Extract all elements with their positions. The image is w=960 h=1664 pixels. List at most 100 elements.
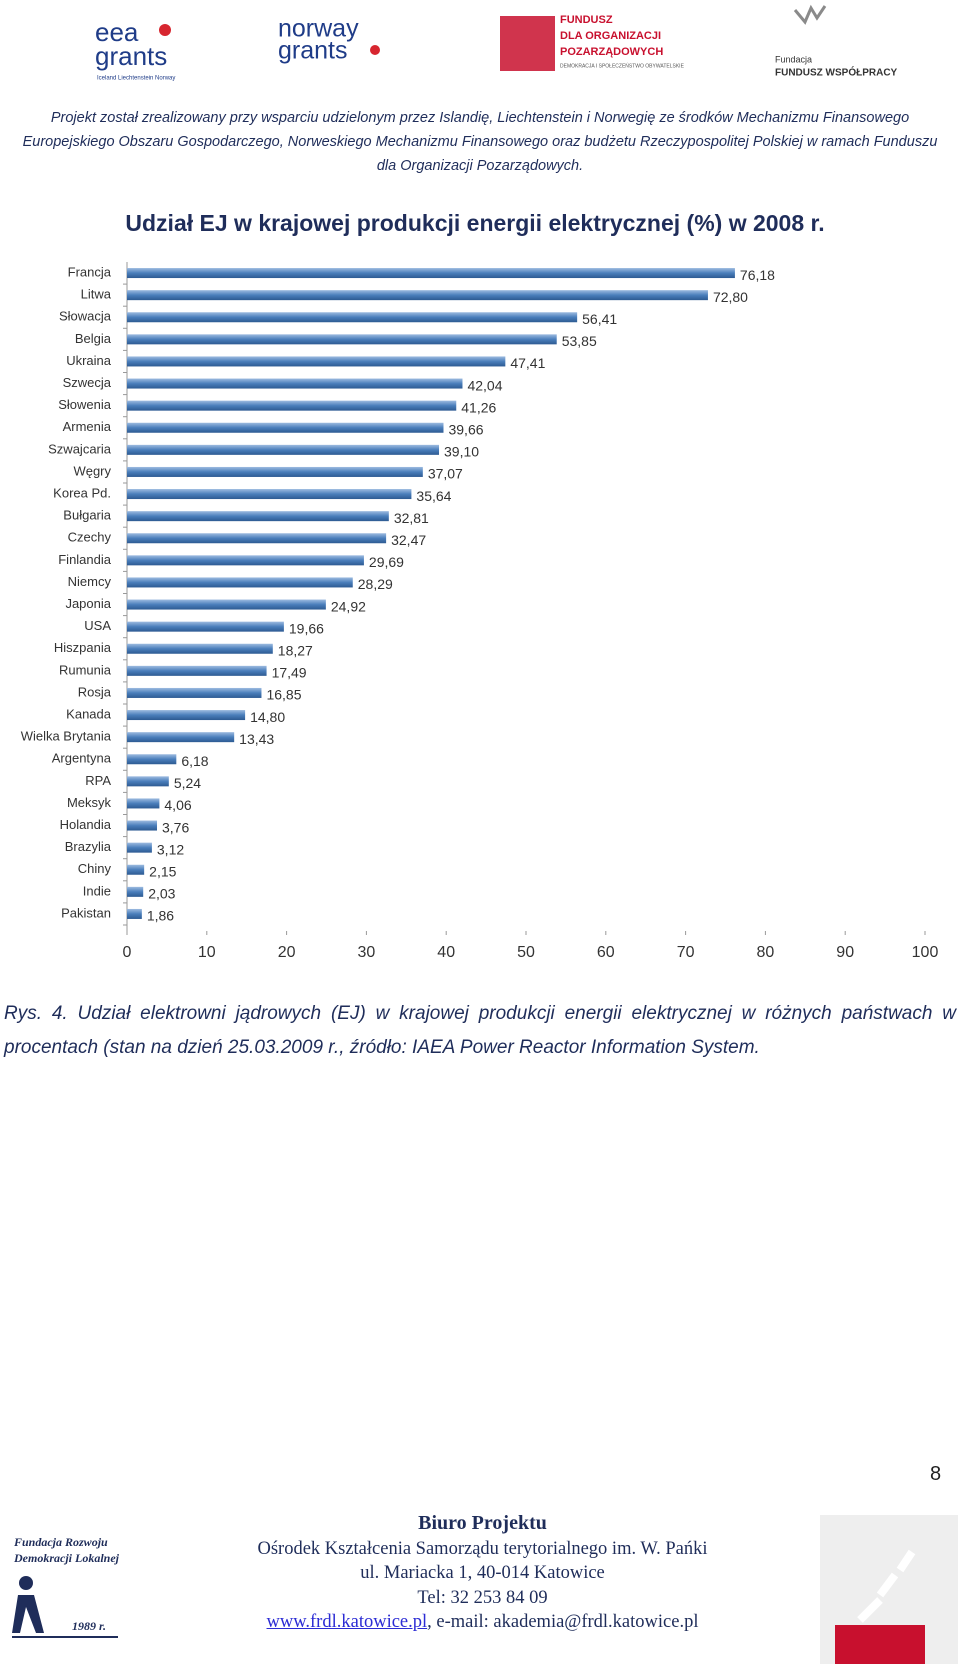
logo-text: FUNDUSZ [560,14,613,26]
data-label: 24,92 [331,598,366,614]
data-label: 47,41 [510,355,545,371]
y-tick-label: Litwa [81,287,112,302]
footer-line: ul. Mariacka 1, 40-014 Katowice [360,1563,605,1583]
logo-mark [19,1576,33,1590]
data-label: 13,43 [239,731,274,747]
bar [127,268,735,279]
bar [127,732,235,743]
data-label: 18,27 [278,642,313,658]
bar [127,687,262,698]
footer-email: , e-mail: akademia@frdl.katowice.pl [427,1612,699,1632]
footer-logo: Fundacja Rozwoju Demokracji Lokalnej 198… [12,1535,120,1638]
y-tick-label: Indie [83,883,111,898]
x-tick-label: 70 [677,944,695,961]
logo-text: POZARZĄDOWYCH [560,46,663,58]
data-label: 76,18 [740,267,775,283]
y-tick-label: Argentyna [52,751,112,766]
x-tick-label: 10 [198,944,216,961]
header-logos: eea grants Iceland Liechtenstein Norway … [95,4,898,82]
bar [127,776,169,787]
data-label: 42,04 [467,377,502,393]
graphic-papers [857,1549,916,1623]
eea-grants-logo: eea grants Iceland Liechtenstein Norway [95,17,175,82]
y-tick-label: Finlandia [58,552,112,567]
logo-mark [12,1595,44,1633]
y-tick-label: Hiszpania [54,640,112,655]
logo-text: Fundacja Rozwoju [13,1535,108,1549]
data-label: 3,76 [162,819,189,835]
data-label: 39,10 [444,444,479,460]
y-tick-label: Rumunia [59,662,112,677]
logo-mark [793,4,827,25]
x-tick-label: 0 [123,944,132,961]
data-label: 41,26 [461,399,496,415]
logo-text: Fundacja [775,54,812,64]
footer-graphic [820,1515,958,1664]
bar [127,444,440,455]
footer: Biuro Projektu Ośrodek Kształcenia Samor… [180,1511,785,1635]
y-tick-label: Słowenia [58,397,112,412]
x-tick-label: 60 [597,944,615,961]
graphic-box [835,1625,925,1664]
logo-text: DEMOKRACJA I SPOŁECZEŃSTWO OBYWATELSKIE [560,62,685,69]
bar [127,643,273,654]
bar [127,665,267,676]
footer-title: Biuro Projektu [418,1512,547,1534]
x-tick-label: 90 [836,944,854,961]
bar [127,334,557,345]
data-label: 19,66 [289,620,324,636]
bar [127,400,457,411]
page-number: 8 [930,1463,942,1485]
bar [127,820,158,831]
logo-text: grants [278,37,347,65]
y-tick-label: Słowacja [59,309,112,324]
y-tick-label: Holandia [60,817,112,832]
fundacja-logo: Fundacja FUNDUSZ WSPÓŁPRACY [775,4,898,79]
bar [127,489,412,500]
funding-line: Europejskiego Obszaru Gospodarczego, Nor… [22,134,938,150]
bar [127,754,177,765]
bar [127,710,246,721]
y-tick-label: Wielka Brytania [21,729,112,744]
chart: Udział EJ w krajowej produkcji energii e… [21,210,939,961]
y-tick-label: Brazylia [65,839,112,854]
bar [127,555,364,566]
funding-note: Projekt został zrealizowany przy wsparci… [0,106,960,178]
logo-text: FUNDUSZ WSPÓŁPRACY [775,66,898,79]
norway-grants-logo: norway grants [278,15,380,65]
bar [127,356,506,367]
y-tick-label: Meksyk [67,795,112,810]
logo-text: eea [95,17,139,47]
bar [127,312,578,323]
y-tick-label: Czechy [68,530,112,545]
bar [127,533,387,544]
data-label: 14,80 [250,709,285,725]
y-tick-label: Szwecja [63,375,112,390]
fundusz-logo: FUNDUSZ DLA ORGANIZACJI POZARZĄDOWYCH DE… [500,14,685,71]
y-tick-label: Belgia [75,331,112,346]
funding-line: Projekt został zrealizowany przy wsparci… [50,110,910,126]
footer-link[interactable]: www.frdl.katowice.pl [266,1612,428,1632]
data-label: 53,85 [562,333,597,349]
y-tick-label: Chiny [78,861,112,876]
bar [127,798,160,809]
bar [127,290,708,301]
data-label: 5,24 [174,775,201,791]
logo-text: grants [95,41,167,71]
footer-line: Ośrodek Kształcenia Samorządu terytorial… [257,1538,708,1559]
data-label: 17,49 [272,665,307,681]
data-label: 28,29 [358,576,393,592]
bar [127,621,284,632]
data-label: 37,07 [428,466,463,482]
y-tick-label: Ukraina [66,353,112,368]
chart-title: Udział EJ w krajowej produkcji energii e… [125,210,824,236]
x-tick-label: 80 [757,944,775,961]
y-tick-label: Węgry [73,463,111,478]
y-tick-label: Bułgaria [63,508,111,523]
data-label: 72,80 [713,289,748,305]
bar [127,511,389,522]
bar [127,378,463,389]
y-tick-label: Rosja [78,684,112,699]
y-tick-label: Korea Pd. [53,485,111,500]
y-tick-label: Japonia [65,596,111,611]
